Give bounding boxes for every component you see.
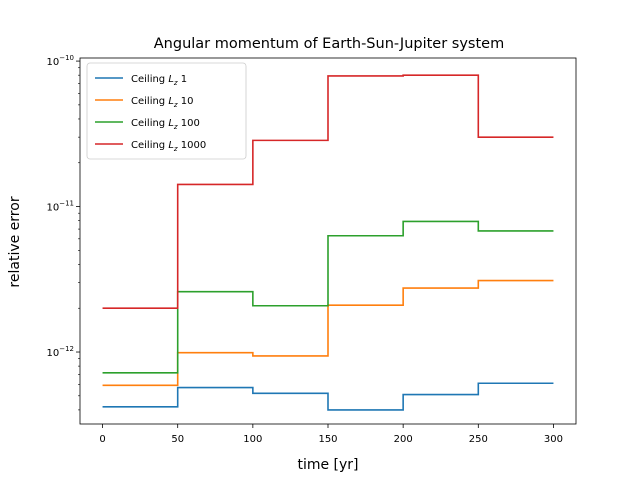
x-tick-label: 150	[318, 434, 337, 445]
legend-entry-4: Ceiling Lz 1000	[131, 140, 206, 153]
y-tick-label: 10−11	[46, 200, 74, 214]
x-axis-label: time [yr]	[297, 457, 358, 473]
chart-title: Angular momentum of Earth-Sun-Jupiter sy…	[154, 36, 504, 52]
plot-area: 0 50 100 150 200 250 300 10−12 10−11 10−10 Ceiling…	[46, 54, 577, 445]
y-tick-label: 10−12	[46, 345, 74, 359]
legend: Ceiling Lz 1 Ceiling Lz 10 Ceiling Lz 100 C…	[86, 62, 247, 160]
series-line-1	[102, 382, 554, 411]
legend-entry-1: Ceiling Lz 1	[131, 74, 187, 87]
y-tick-label: 10−10	[46, 54, 74, 68]
x-tick-label: 50	[171, 434, 184, 445]
legend-entry-3: Ceiling Lz 100	[131, 118, 200, 131]
x-tick-label: 300	[544, 434, 563, 445]
x-tick-label: 200	[394, 434, 413, 445]
series-line-4	[102, 74, 554, 310]
x-tick-label: 250	[469, 434, 488, 445]
y-axis-label: relative error	[7, 196, 23, 287]
x-tick-label: 100	[243, 434, 262, 445]
legend-box	[86, 62, 247, 160]
x-tick-label: 0	[99, 434, 105, 445]
legend-entry-2: Ceiling Lz 10	[131, 96, 194, 109]
